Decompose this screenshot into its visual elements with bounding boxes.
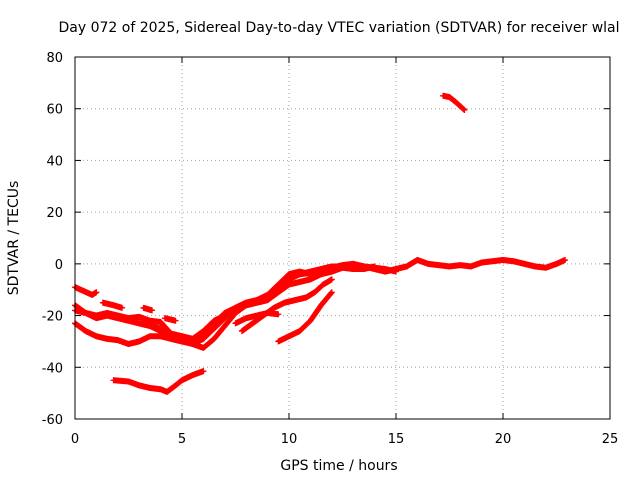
series-markers [72, 284, 100, 298]
x-tick-label: 5 [178, 432, 186, 447]
y-tick-label: 20 [46, 206, 63, 221]
y-tick-label: 0 [55, 258, 63, 273]
y-tick-label: 80 [46, 51, 63, 66]
y-tick-label: 40 [46, 154, 63, 169]
y-tick-label: 60 [46, 103, 63, 118]
plot-frame [74, 56, 611, 420]
series-markers [232, 309, 282, 327]
series-track-h [232, 309, 282, 327]
series-track-j [140, 304, 156, 314]
series-markers [275, 289, 335, 345]
series-track-k [161, 315, 179, 324]
series-markers [161, 315, 179, 324]
y-tick-label: -60 [42, 413, 63, 428]
series-markers [110, 368, 207, 395]
chart-title: Day 072 of 2025, Sidereal Day-to-day VTE… [58, 20, 619, 36]
x-tick-label: 25 [602, 432, 619, 447]
series-markers [136, 263, 378, 342]
axis-ticks: 0 5 10 15 20 25 -60 -40 -20 0 20 40 60 80 [42, 51, 619, 447]
series-track-m [440, 92, 468, 114]
x-tick-label: 0 [71, 432, 79, 447]
data-series [72, 92, 569, 395]
series-track-g [275, 289, 335, 345]
series-markers [440, 92, 468, 114]
y-tick-label: -20 [42, 310, 63, 325]
series-track-i [99, 299, 126, 311]
x-tick-label: 20 [495, 432, 512, 447]
x-axis-label: GPS time / hours [280, 458, 397, 474]
y-axis-label: SDTVAR / TECUs [6, 181, 22, 296]
y-tick-label: -40 [42, 361, 63, 376]
series-track-a [72, 284, 100, 298]
grid-lines [75, 57, 610, 419]
series-track-l [110, 368, 207, 395]
x-tick-label: 15 [388, 432, 405, 447]
x-tick-label: 10 [281, 432, 298, 447]
series-markers [140, 304, 156, 314]
series-track-e [136, 263, 378, 342]
series-markers [99, 299, 126, 311]
